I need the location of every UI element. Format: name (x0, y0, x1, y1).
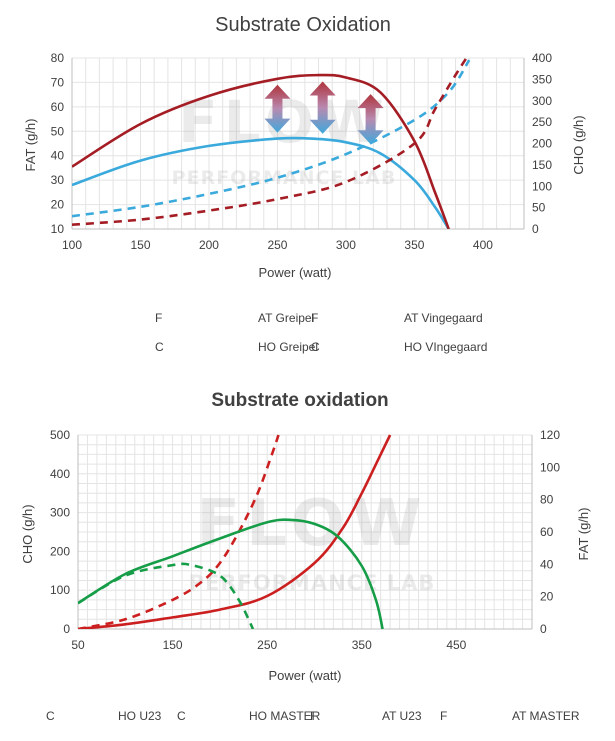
chart2-y-tick-label: 100 (50, 583, 70, 597)
chart2-legend-label-cho-u23: CHO U23 (46, 709, 162, 723)
chart-1: Substrate Oxidation FLOW PERFORMANCE LAB… (23, 14, 586, 354)
chart2-watermark-logo: FLOW (196, 487, 427, 561)
chart1-y-tick-label: 60 (51, 100, 65, 114)
chart1-series (72, 56, 471, 229)
chart1-x-tick-label: 300 (336, 238, 356, 252)
chart1-y2-tick-label: 400 (532, 51, 552, 65)
chart2-y2-tick-label: 0 (540, 622, 547, 636)
chart1-y-tick-label: 50 (51, 124, 65, 138)
chart1-legend-label-fat-vingegaard: FAT Vingegaard (311, 311, 483, 325)
chart2-y-tick-label: 300 (50, 506, 70, 520)
chart1-legend-label-fat-greipel: FAT Greipel (155, 311, 314, 325)
chart1-double-arrow (357, 94, 384, 145)
chart-2: Substrate oxidation FLOW PERFORMANCE LAB… (20, 390, 591, 723)
chart1-series-cho-vingegaard (72, 56, 470, 226)
chart1-y2-tick-label: 50 (532, 201, 546, 215)
chart2-x-tick-label: 350 (352, 638, 372, 652)
chart2-series (78, 434, 392, 629)
chart1-y2-tick-label: 150 (532, 158, 552, 172)
chart1-y-tick-label: 80 (51, 51, 65, 65)
chart2-x-tick-label: 250 (257, 638, 277, 652)
chart1-y2-tick-label: 0 (532, 222, 539, 236)
chart1-ticks: 100 150 200 250 300 350 400 10 20 30 40 50 60 70 80 0 50… (51, 51, 553, 252)
chart2-y2-tick-label: 100 (540, 460, 560, 474)
chart1-y-axis-label: FAT (g/h) (23, 119, 38, 172)
chart2-y2-tick-label: 60 (540, 525, 554, 539)
chart1-x-tick-label: 400 (473, 238, 493, 252)
chart1-legend-label-cho-vingegaard: CHO VIngegaard (311, 340, 487, 354)
chart1-y2-tick-label: 250 (532, 115, 552, 129)
chart1-legend-label-cho-greipel: CHO Greipel (155, 340, 318, 354)
chart1-x-tick-label: 350 (404, 238, 424, 252)
chart2-y2-tick-label: 20 (540, 590, 554, 604)
chart2-x-tick-label: 450 (446, 638, 466, 652)
chart2-x-axis-label: Power (watt) (269, 668, 342, 683)
chart1-y-tick-label: 40 (51, 149, 65, 163)
chart1-series-cho-greipel (72, 59, 471, 218)
chart2-watermark: FLOW PERFORMANCE LAB (189, 487, 436, 595)
chart1-x-axis-label: Power (watt) (259, 265, 332, 280)
chart2-gridlines (77, 434, 533, 630)
chart1-y-tick-label: 20 (51, 198, 65, 212)
chart1-y-tick-label: 70 (51, 75, 65, 89)
chart1-title: Substrate Oxidation (215, 14, 391, 36)
chart1-x-tick-label: 100 (62, 238, 82, 252)
chart1-arrows (264, 81, 384, 145)
chart2-x-tick-label: 50 (71, 638, 85, 652)
chart2-y-axis-label: CHO (g/h) (20, 504, 35, 563)
chart1-y2-axis-label: CHO (g/h) (571, 115, 586, 174)
chart2-ticks: 50 150 250 350 450 0 100 200 300 400 500 0 20 40 60 80 1… (50, 428, 560, 652)
chart2-y-tick-label: 0 (63, 622, 70, 636)
chart2-series-fat-u23 (78, 518, 384, 629)
chart2-y2-tick-label: 80 (540, 493, 554, 507)
chart2-legend-label-fat-master: FAT MASTER (440, 709, 580, 723)
chart1-series-fat-greipel (72, 136, 450, 229)
chart1-series-fat-vingegaard (72, 73, 450, 229)
chart1-x-tick-label: 150 (130, 238, 150, 252)
chart2-y2-tick-label: 120 (540, 428, 560, 442)
chart2-series-cho-u23 (78, 434, 392, 629)
chart1-watermark-subtitle: PERFORMANCE LAB (172, 167, 397, 189)
chart1-y2-tick-label: 350 (532, 72, 552, 86)
chart1-double-arrow (264, 84, 291, 133)
chart1-y2-tick-label: 100 (532, 179, 552, 193)
chart2-series-fat-master (78, 562, 255, 629)
chart2-title: Substrate oxidation (211, 390, 388, 411)
chart1-y2-tick-label: 300 (532, 94, 552, 108)
chart1-x-tick-label: 250 (267, 238, 287, 252)
chart1-y2-tick-label: 200 (532, 137, 552, 151)
chart2-series-cho-master (78, 434, 280, 629)
chart2-y-tick-label: 500 (50, 428, 70, 442)
chart2-y2-axis-label: FAT (g/h) (576, 508, 591, 561)
chart2-watermark-subtitle: PERFORMANCE LAB (189, 571, 436, 595)
chart2-y-tick-label: 200 (50, 544, 70, 558)
chart2-legend-label-fat-u23: FAT U23 (310, 709, 422, 723)
chart1-y-tick-label: 10 (51, 222, 65, 236)
chart2-y-tick-label: 400 (50, 467, 70, 481)
chart2-x-tick-label: 150 (163, 638, 183, 652)
chart1-double-arrow (309, 81, 336, 134)
chart1-x-tick-label: 200 (199, 238, 219, 252)
chart2-legend-label-cho-master: CHO MASTER (177, 709, 321, 723)
chart2-y2-tick-label: 40 (540, 557, 554, 571)
chart1-y-tick-label: 30 (51, 173, 65, 187)
